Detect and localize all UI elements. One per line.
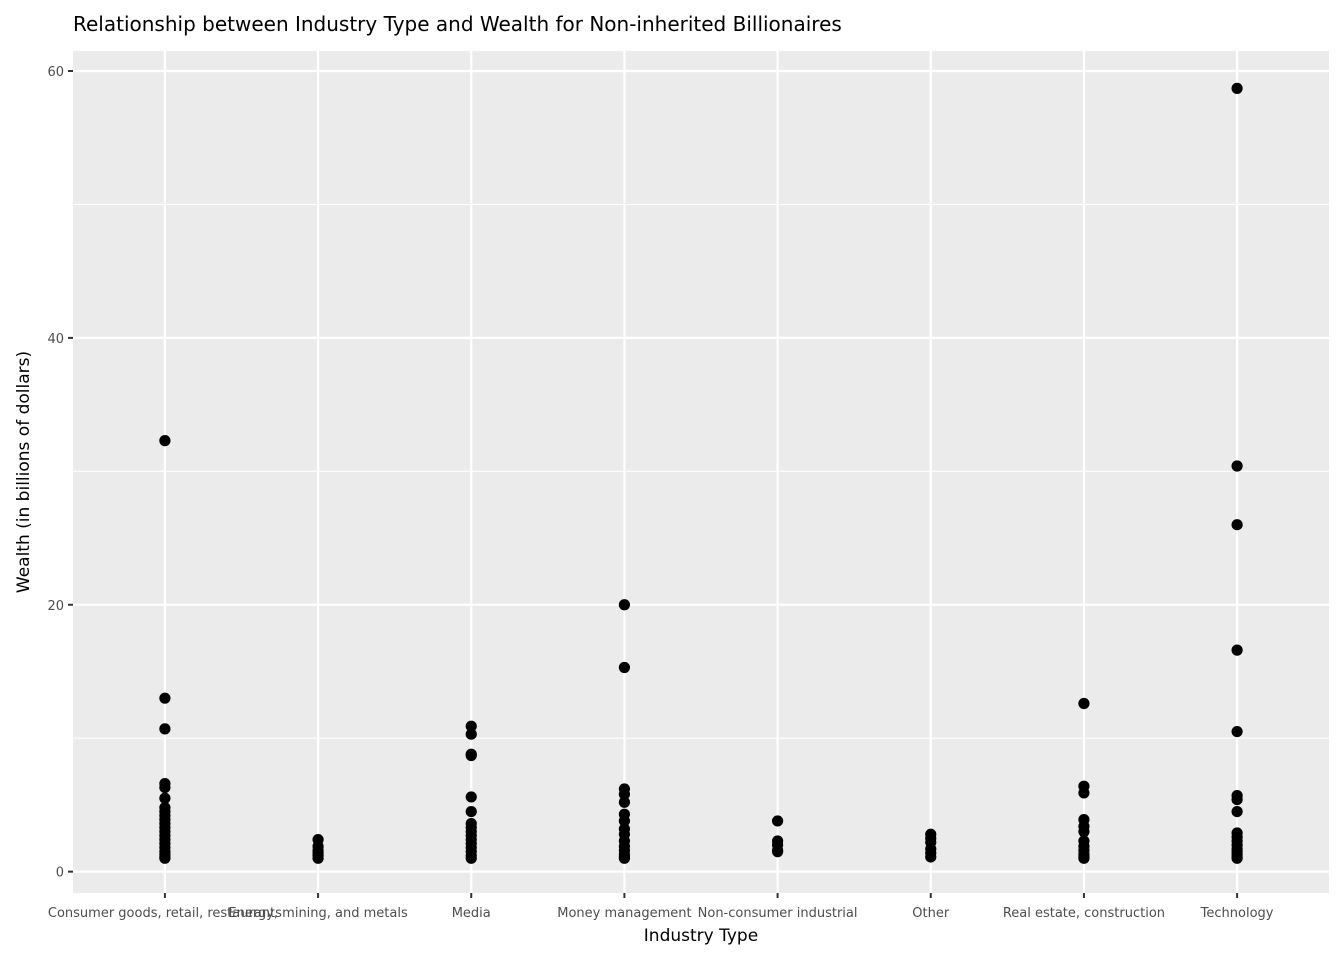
data-point xyxy=(1231,82,1243,94)
y-axis-title: Wealth (in billions of dollars) xyxy=(14,351,34,593)
data-point xyxy=(618,796,631,808)
data-point xyxy=(1231,460,1243,472)
x-tick-label: Real estate, construction xyxy=(1003,906,1165,921)
data-point xyxy=(159,781,171,794)
data-point xyxy=(465,806,477,818)
plot-panel xyxy=(73,51,1329,893)
x-tick-label: Consumer goods, retail, restaurants xyxy=(48,906,282,921)
x-axis: Consumer goods, retail, restaurantsEnerg… xyxy=(48,893,1274,921)
data-point xyxy=(465,852,477,864)
data-point xyxy=(925,851,937,863)
data-point xyxy=(618,661,631,674)
x-tick-label: Energy, mining, and metals xyxy=(228,906,408,921)
data-point xyxy=(465,791,477,803)
y-tick-label: 60 xyxy=(47,65,64,80)
data-point xyxy=(1078,697,1090,710)
x-tick-label: Technology xyxy=(1200,906,1274,921)
data-point xyxy=(618,815,631,827)
data-point xyxy=(159,692,171,704)
y-tick-label: 0 xyxy=(56,866,64,881)
data-point xyxy=(771,846,784,858)
data-point xyxy=(159,435,171,447)
data-point xyxy=(465,728,477,740)
data-points xyxy=(159,82,1243,864)
y-axis: 0 20 40 60 xyxy=(47,65,73,881)
data-point xyxy=(465,749,477,762)
x-tick-label: Money management xyxy=(557,906,691,921)
y-tick-label: 20 xyxy=(47,599,64,614)
data-point xyxy=(1078,852,1090,864)
major-gridlines xyxy=(73,51,1329,893)
data-point xyxy=(1231,793,1243,806)
data-point xyxy=(618,852,631,864)
minor-gridlines xyxy=(73,203,1329,739)
data-point xyxy=(159,852,171,864)
data-point xyxy=(465,720,477,732)
data-point xyxy=(618,599,631,611)
x-axis-title: Industry Type xyxy=(644,926,758,946)
x-tick-label: Other xyxy=(912,906,950,921)
data-point xyxy=(1231,519,1243,531)
chart-title: Relationship between Industry Type and W… xyxy=(73,12,842,36)
x-tick-label: Media xyxy=(452,906,491,921)
data-point xyxy=(1078,787,1090,799)
data-point xyxy=(1231,725,1243,738)
data-point xyxy=(1231,852,1243,864)
x-tick-label: Non-consumer industrial xyxy=(698,906,858,921)
y-tick-label: 40 xyxy=(47,332,64,347)
data-point xyxy=(312,852,324,864)
data-point xyxy=(159,723,171,735)
data-point xyxy=(159,792,171,804)
data-point xyxy=(618,788,631,800)
data-point xyxy=(1231,806,1243,818)
data-point xyxy=(1078,826,1090,838)
data-point xyxy=(1231,644,1243,656)
data-point xyxy=(771,815,784,827)
